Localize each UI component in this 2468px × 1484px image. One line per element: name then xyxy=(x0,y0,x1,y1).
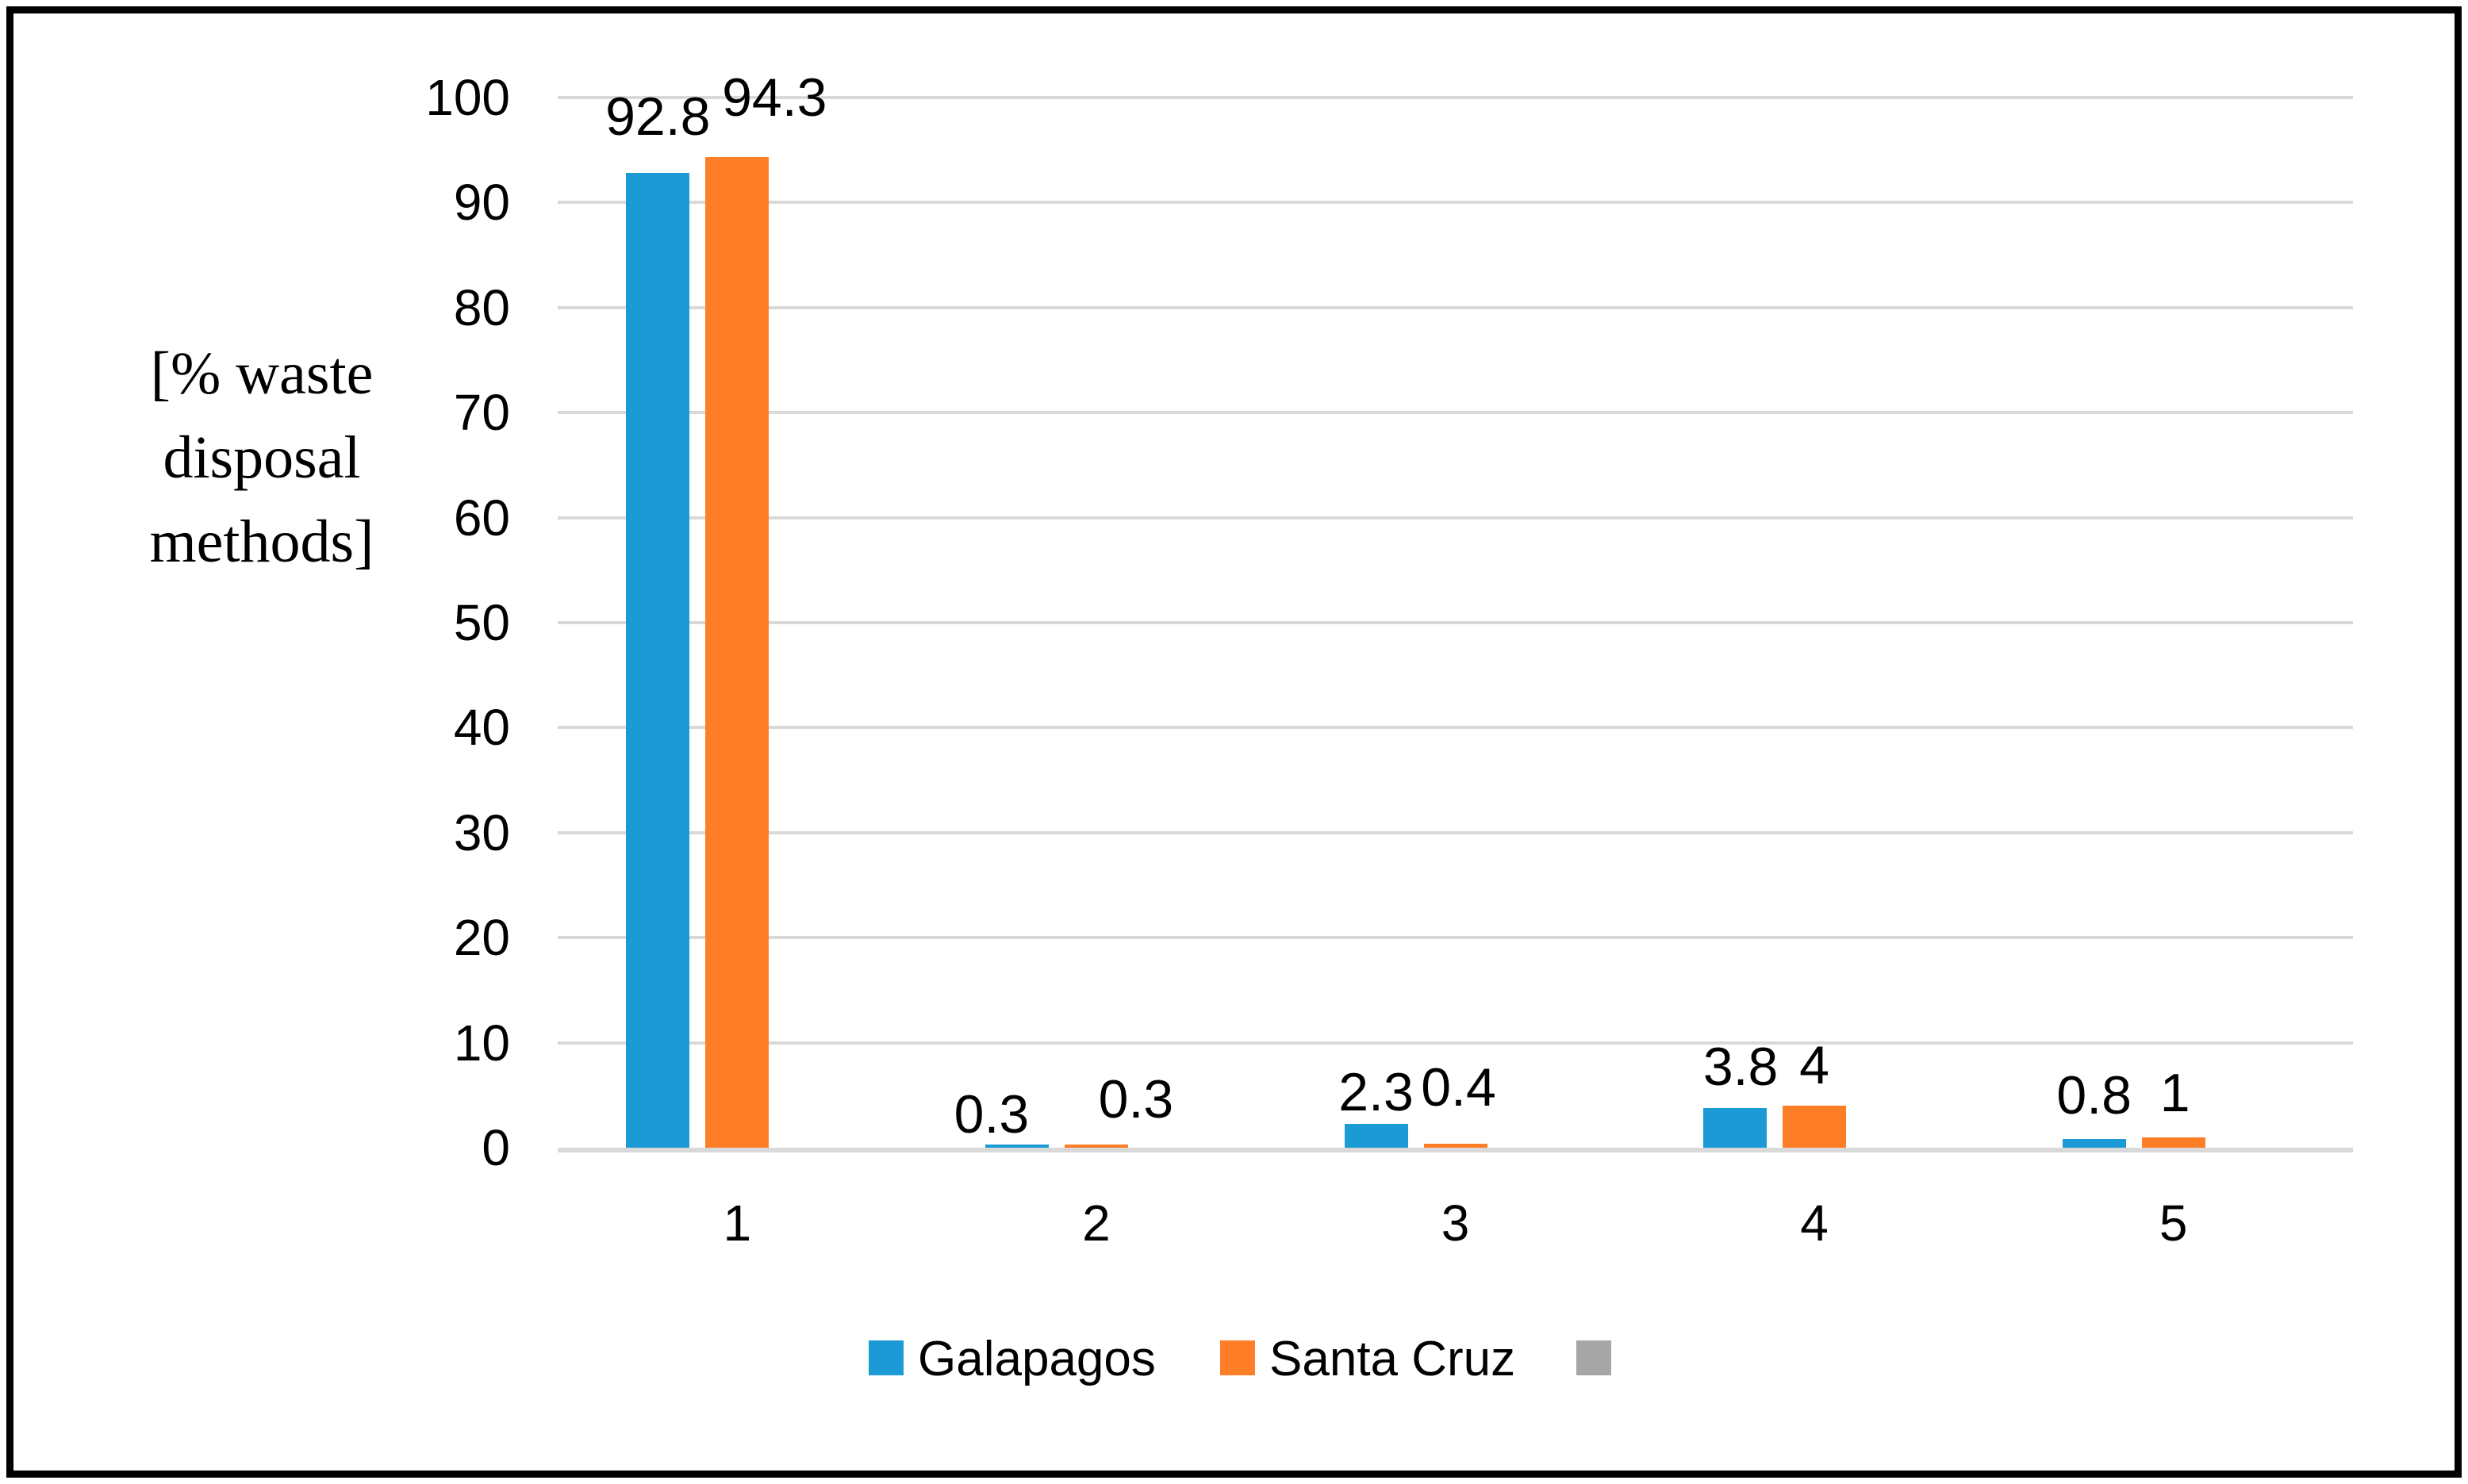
bar-galapagos-cat3 xyxy=(1344,1123,1408,1148)
bar-santa-cruz-cat4 xyxy=(1783,1106,1847,1148)
bar-santa-cruz-cat5 xyxy=(2141,1137,2205,1148)
bar-galapagos-cat2 xyxy=(985,1145,1049,1148)
gridline-70 xyxy=(558,411,2353,415)
y-tick-label-70: 70 xyxy=(453,384,510,442)
data-label-santa-cruz-cat5: 1 xyxy=(2159,1062,2190,1123)
gridline-80 xyxy=(558,305,2353,309)
bar-santa-cruz-cat2 xyxy=(1064,1145,1128,1148)
data-label-galapagos-cat3: 2.3 xyxy=(1338,1061,1414,1122)
legend-label-santa-cruz: Santa Cruz xyxy=(1269,1332,1516,1386)
y-tick-label-30: 30 xyxy=(453,803,510,861)
y-tick-label-0: 0 xyxy=(482,1119,510,1176)
gridline-30 xyxy=(558,830,2353,834)
data-label-santa-cruz-cat1: 94.3 xyxy=(722,67,827,128)
y-tick-label-100: 100 xyxy=(425,69,510,126)
y-tick-label-50: 50 xyxy=(453,594,510,651)
x-tick-label-1: 1 xyxy=(723,1194,752,1252)
legend-label-galapagos: Galapagos xyxy=(918,1332,1156,1386)
data-label-galapagos-cat5: 0.8 xyxy=(2056,1065,2132,1126)
data-label-santa-cruz-cat2: 0.3 xyxy=(1098,1069,1174,1130)
y-axis-title-line-1: [% waste xyxy=(150,340,374,407)
x-tick-label-5: 5 xyxy=(2159,1194,2188,1252)
bar-galapagos-cat1 xyxy=(626,173,690,1148)
x-tick-label-2: 2 xyxy=(1082,1194,1111,1252)
y-tick-label-20: 20 xyxy=(453,909,510,967)
x-axis-line xyxy=(558,1148,2353,1152)
data-label-galapagos-cat1: 92.8 xyxy=(605,86,711,148)
y-tick-label-80: 80 xyxy=(453,278,510,336)
bar-santa-cruz-cat1 xyxy=(705,157,770,1148)
gridline-60 xyxy=(558,516,2353,520)
y-tick-label-40: 40 xyxy=(453,699,510,757)
gridline-100 xyxy=(558,96,2353,99)
gridline-10 xyxy=(558,1041,2353,1045)
gridline-50 xyxy=(558,621,2353,624)
legend-swatch-galapagos xyxy=(869,1340,904,1375)
bar-galapagos-cat4 xyxy=(1703,1107,1768,1148)
gridline-40 xyxy=(558,726,2353,730)
bar-galapagos-cat5 xyxy=(2062,1139,2126,1148)
gridline-20 xyxy=(558,936,2353,940)
y-tick-label-60: 60 xyxy=(453,489,510,546)
x-tick-label-4: 4 xyxy=(1800,1194,1829,1252)
y-axis-title-line-2: disposal xyxy=(163,424,361,491)
gridline-90 xyxy=(558,201,2353,205)
data-label-santa-cruz-cat4: 4 xyxy=(1799,1035,1830,1096)
y-tick-label-10: 10 xyxy=(453,1014,510,1072)
legend-swatch-unlabeled xyxy=(1576,1340,1611,1375)
data-label-galapagos-cat2: 0.3 xyxy=(954,1084,1030,1145)
data-label-santa-cruz-cat3: 0.4 xyxy=(1421,1056,1496,1118)
legend-swatch-santa-cruz xyxy=(1220,1340,1255,1375)
y-tick-label-90: 90 xyxy=(453,174,510,232)
y-axis-title-line-3: methods] xyxy=(149,508,374,575)
data-label-galapagos-cat4: 3.8 xyxy=(1702,1036,1779,1097)
y-axis-title: [% waste disposal methods] xyxy=(48,332,476,584)
bar-santa-cruz-cat3 xyxy=(1423,1143,1487,1148)
x-tick-label-3: 3 xyxy=(1441,1194,1470,1252)
